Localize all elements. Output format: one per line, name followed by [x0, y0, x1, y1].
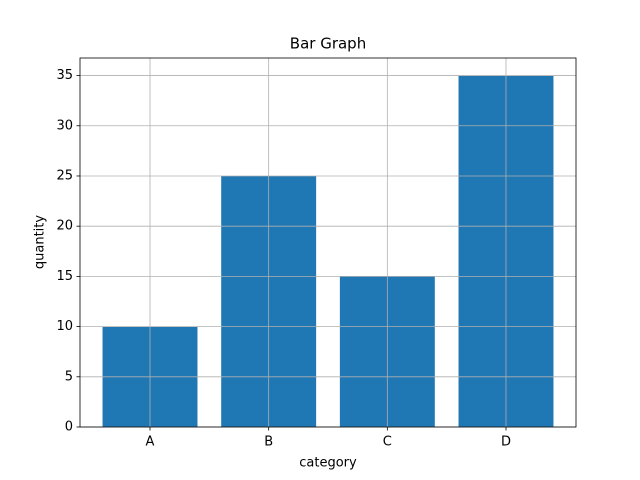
x-tick-label: A — [146, 435, 155, 450]
y-tick-label: 35 — [56, 68, 73, 83]
y-axis-label: quantity — [33, 215, 48, 270]
y-tick-label: 15 — [56, 269, 73, 284]
x-tick-label: D — [501, 435, 511, 450]
y-tick-label: 5 — [65, 369, 73, 384]
y-tick-label: 20 — [56, 219, 73, 234]
y-tick-label: 0 — [65, 420, 73, 435]
x-axis-label: category — [299, 456, 357, 471]
y-tick-label: 10 — [56, 319, 73, 334]
plot-frame — [79, 57, 577, 428]
y-tick-label: 30 — [56, 118, 73, 133]
chart-title: Bar Graph — [290, 35, 366, 53]
x-tick-label: C — [383, 435, 392, 450]
y-tick-label: 25 — [56, 168, 73, 183]
x-tick-label: B — [264, 435, 273, 450]
